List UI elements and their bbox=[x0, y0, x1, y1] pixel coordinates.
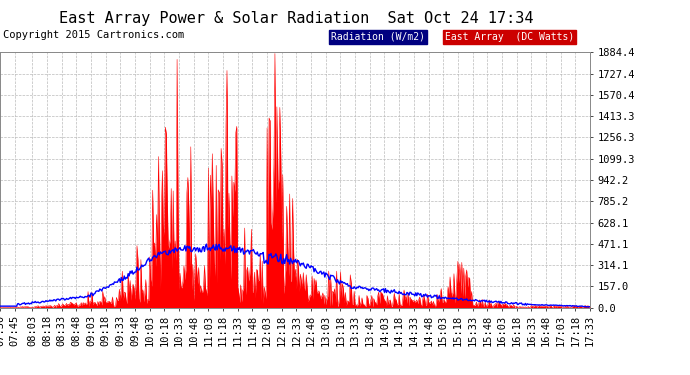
Text: East Array Power & Solar Radiation  Sat Oct 24 17:34: East Array Power & Solar Radiation Sat O… bbox=[59, 11, 534, 26]
Text: East Array  (DC Watts): East Array (DC Watts) bbox=[445, 32, 574, 42]
Text: Radiation (W/m2): Radiation (W/m2) bbox=[331, 32, 425, 42]
Text: Copyright 2015 Cartronics.com: Copyright 2015 Cartronics.com bbox=[3, 30, 185, 40]
